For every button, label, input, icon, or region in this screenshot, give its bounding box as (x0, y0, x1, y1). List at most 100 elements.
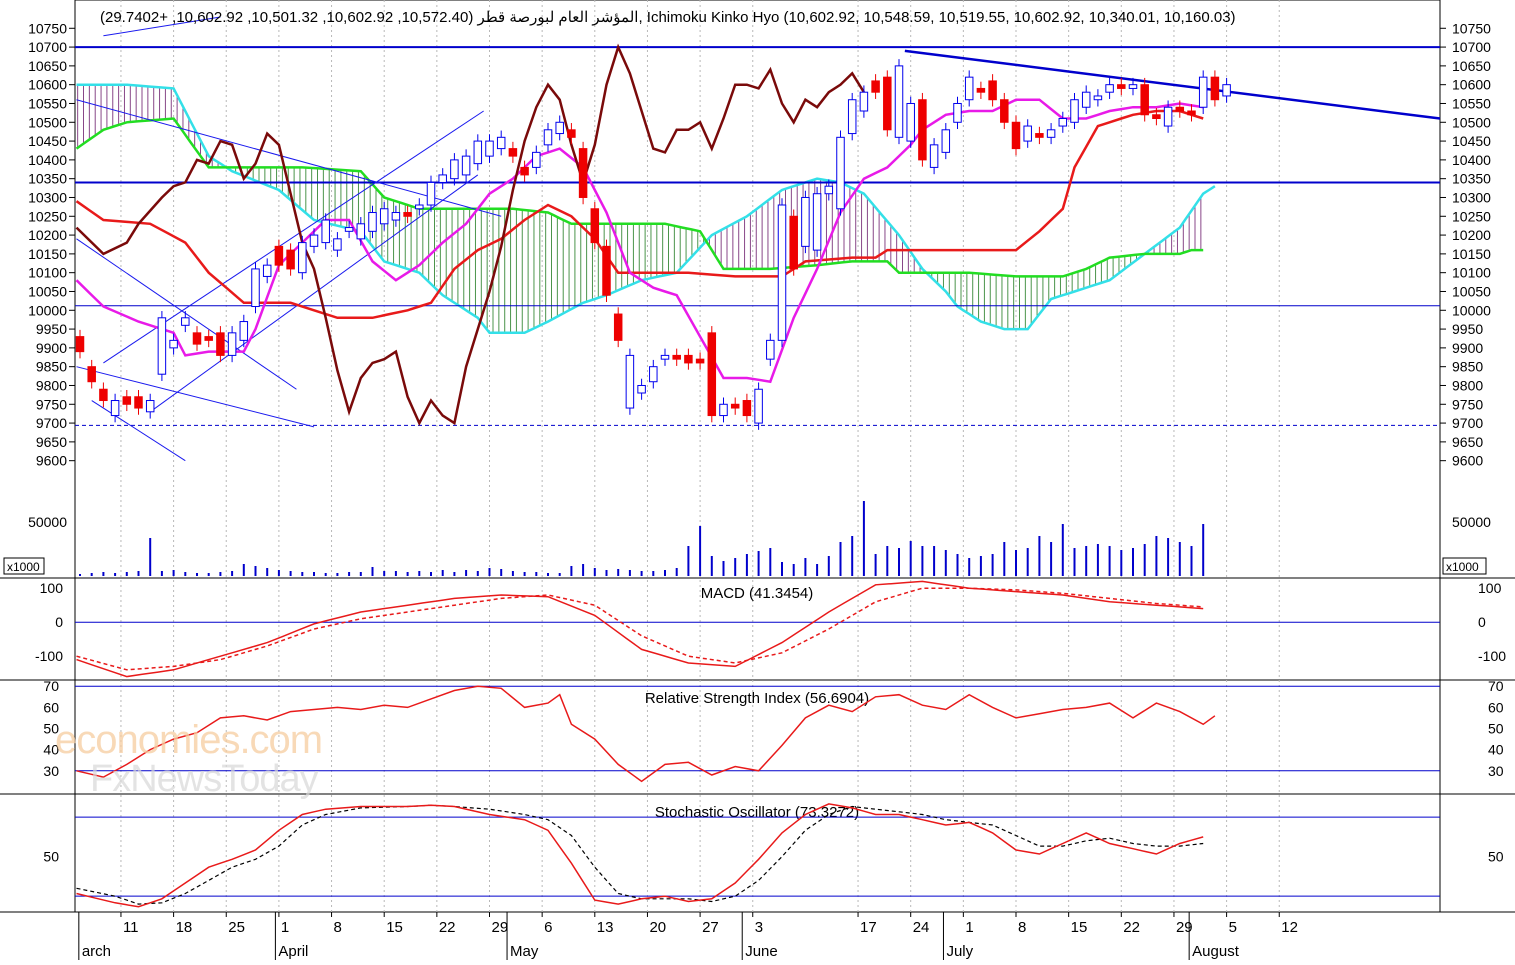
candle-body (567, 129, 576, 138)
candle-body (368, 212, 377, 232)
candle-body (649, 366, 658, 383)
volume-unit-box (1442, 557, 1487, 575)
candle-body (1175, 106, 1185, 112)
candle-body (613, 313, 623, 341)
candle-body (485, 140, 494, 157)
volume-unit-box (3, 557, 45, 575)
stochastic-tick-label-left: 50 (43, 849, 59, 865)
price-tick-label-right: 10300 (1452, 189, 1491, 205)
rsi-tick-label-left: 50 (43, 720, 59, 736)
candle-body (192, 332, 202, 345)
candle-body (941, 129, 951, 153)
candle-body (719, 403, 728, 417)
macd-signal-line (76, 587, 1204, 671)
month-label: July (946, 943, 973, 960)
trend-line (91, 400, 186, 462)
macd-tick-label-right: -100 (1478, 648, 1506, 664)
trend-line (76, 366, 315, 428)
candle-body (520, 166, 529, 176)
price-tick-label-right: 9900 (1452, 340, 1483, 356)
month-label: arch (82, 943, 111, 960)
price-tick-label-right: 9600 (1452, 453, 1483, 469)
x-tick-label: 8 (334, 919, 342, 936)
candle-body (75, 336, 85, 353)
x-tick-label: 20 (649, 919, 666, 936)
price-tick-label-right: 10700 (1452, 39, 1491, 55)
volume-tick-label-left: 50000 (28, 514, 67, 530)
plot-frame (74, 0, 1441, 913)
downtrend-resistance-line (904, 49, 1441, 120)
price-tick-label-left: 10500 (28, 114, 67, 130)
rsi-tick-label-right: 30 (1488, 763, 1504, 779)
candle-body (730, 403, 740, 409)
price-tick-label-right: 9850 (1452, 359, 1483, 375)
rsi-tick-label-right: 60 (1488, 699, 1504, 715)
stochastic-k-line (76, 803, 1204, 908)
candle-body (707, 332, 717, 417)
candle-body (99, 388, 108, 402)
trend-line (149, 174, 479, 413)
price-tick-label-left: 10200 (28, 227, 67, 243)
price-tick-label-right: 10200 (1452, 227, 1491, 243)
candle-body (309, 234, 319, 247)
x-tick-label: 24 (913, 919, 930, 936)
price-tick-label-right: 9650 (1452, 434, 1483, 450)
x-tick-label: 6 (544, 919, 552, 936)
candle-body (1011, 121, 1021, 150)
price-tick-label-right: 10100 (1452, 265, 1491, 281)
candle-body (871, 80, 880, 93)
watermark-economies: economies.com (55, 718, 323, 762)
volume-unit-label-left: x1000 (7, 560, 40, 574)
price-tick-label-left: 9950 (36, 321, 67, 337)
price-tick-label-right: 10550 (1452, 95, 1491, 111)
candle-body (461, 155, 471, 176)
macd-title: MACD (41.3454) (701, 585, 814, 602)
candle-body (356, 223, 366, 240)
macd-tick-label-left: -100 (35, 648, 63, 664)
x-tick-label: 11 (123, 919, 139, 936)
candle-body (134, 396, 143, 409)
candle-body (532, 151, 541, 168)
candle-body (964, 76, 974, 101)
macd-tick-label-left: 0 (55, 614, 63, 630)
candle-body (859, 91, 869, 112)
candle-body (379, 208, 389, 225)
rsi-tick-label-right: 70 (1488, 678, 1504, 694)
candle-body (1081, 91, 1091, 108)
price-tick-label-left: 9750 (36, 396, 67, 412)
candle-body (1163, 106, 1173, 127)
candle-body (1117, 84, 1126, 89)
rsi-tick-label-right: 40 (1488, 742, 1504, 758)
candle-body (1105, 84, 1114, 93)
rsi-tick-label-left: 70 (43, 678, 59, 694)
candle-body (953, 102, 962, 123)
candle-body (883, 76, 892, 131)
candle-body (695, 358, 705, 364)
candle-body (157, 317, 167, 375)
price-tick-label-right: 9700 (1452, 415, 1483, 431)
candle-body (1058, 118, 1068, 127)
trend-line (103, 110, 484, 364)
candle-body (1035, 133, 1044, 138)
candle-body (801, 196, 810, 247)
senkou-span-a (75, 117, 1204, 278)
stochastic-title: Stochastic Oscillator (73.3272) (655, 804, 859, 821)
candle-body (812, 193, 822, 251)
candle-body (590, 208, 600, 244)
candle-body (789, 215, 798, 270)
candle-body (976, 87, 986, 93)
candle-body (836, 136, 845, 210)
rsi-line (76, 685, 1216, 783)
x-tick-label: 15 (1071, 919, 1088, 936)
price-tick-label-left: 10550 (28, 95, 67, 111)
candle-body (426, 181, 436, 206)
candle-body (239, 321, 249, 341)
price-tick-label-left: 10350 (28, 171, 67, 187)
candle-body (181, 317, 190, 326)
price-tick-label-left: 10700 (28, 39, 67, 55)
x-tick-label: 12 (1281, 919, 1298, 936)
candle-body (742, 400, 752, 417)
price-tick-label-left: 10650 (28, 58, 67, 74)
candle-body (894, 65, 904, 138)
